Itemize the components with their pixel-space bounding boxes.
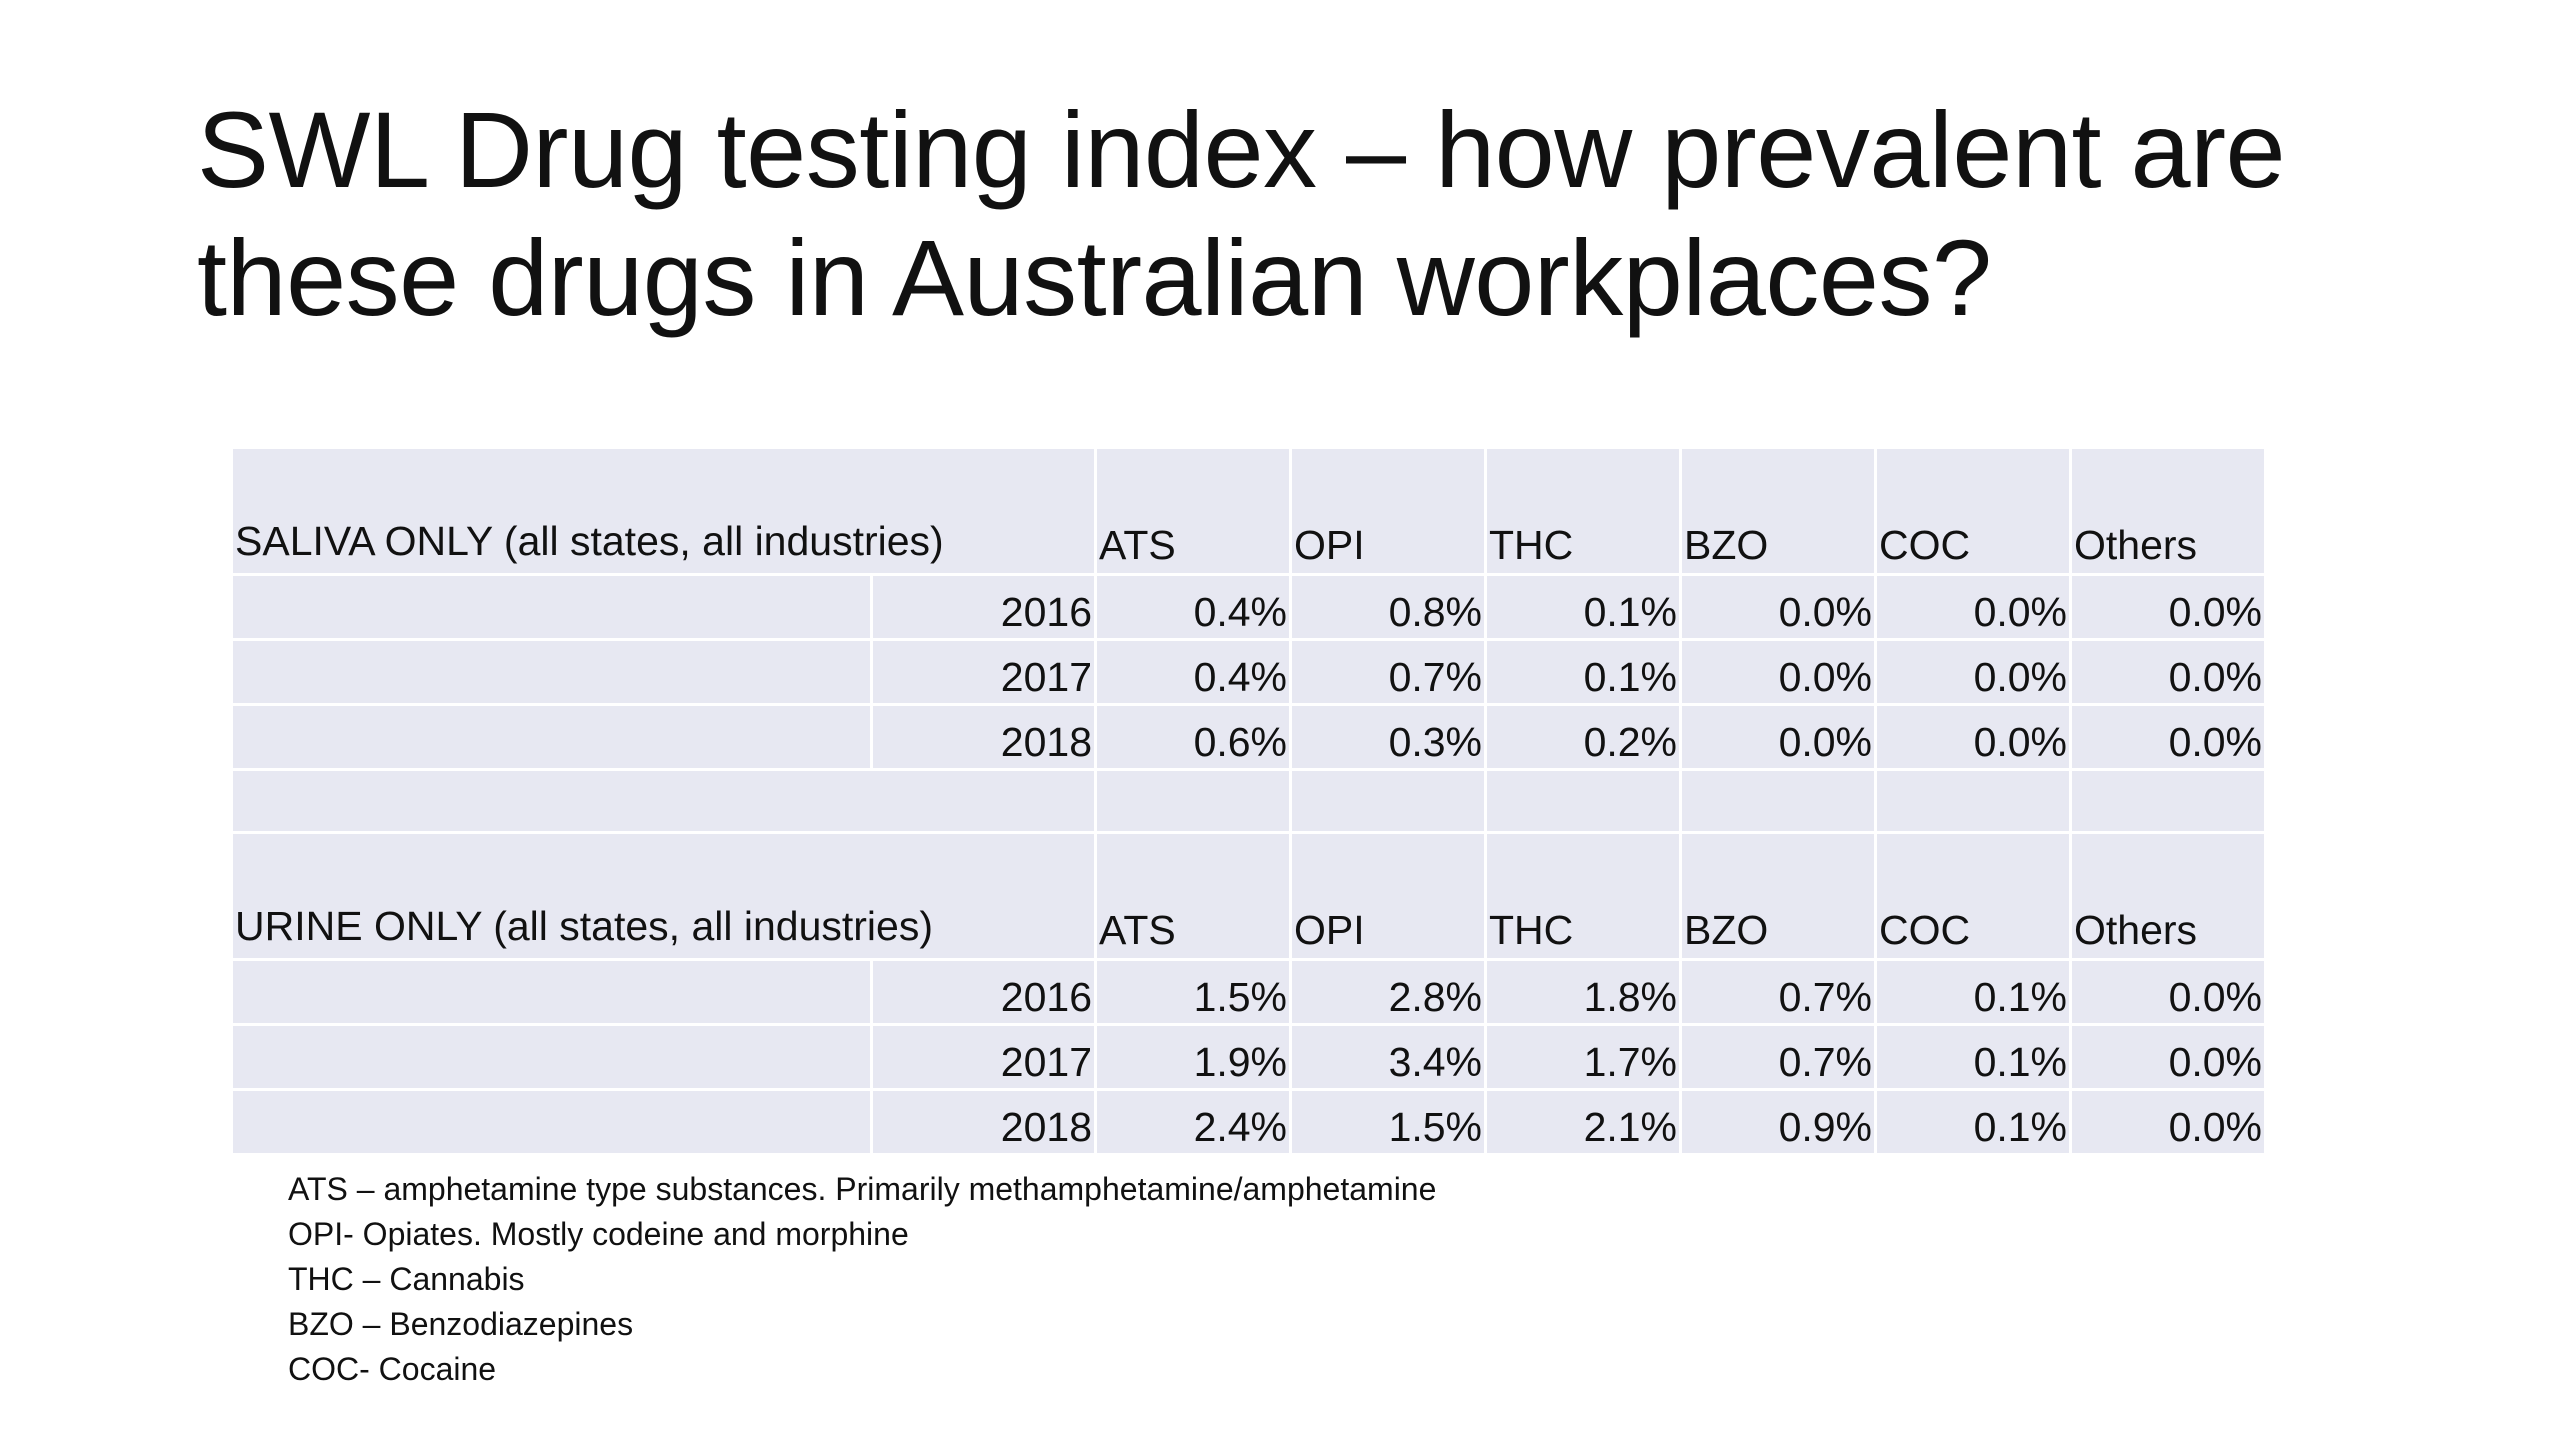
value-cell-thc: 2.1% — [1484, 1088, 1683, 1156]
value-cell-bzo: 0.0% — [1679, 638, 1878, 706]
year-cell: 2018 — [869, 1088, 1098, 1156]
value-cell-opi: 0.3% — [1289, 703, 1488, 771]
empty-cell — [230, 638, 873, 706]
empty-cell — [229, 768, 1098, 834]
urine-row-2016: 2016 1.5% 2.8% 1.8% 0.7% 0.1% 0.0% — [230, 958, 2268, 1026]
value-cell-coc: 0.0% — [1874, 638, 2073, 706]
saliva-row-2018: 2018 0.6% 0.3% 0.2% 0.0% 0.0% 0.0% — [230, 703, 2268, 771]
value-cell-thc: 1.7% — [1484, 1023, 1683, 1091]
value-cell-others: 0.0% — [2069, 573, 2268, 641]
footnote-bzo: BZO – Benzodiazepines — [288, 1306, 634, 1342]
empty-cell — [1289, 768, 1488, 834]
slide-title-line-1: SWL Drug testing index – how prevalent a… — [197, 89, 2286, 210]
urine-col-header-thc: THC — [1484, 831, 1683, 961]
saliva-col-header-coc: COC — [1874, 446, 2073, 576]
year-cell: 2018 — [869, 703, 1098, 771]
value-cell-thc: 0.1% — [1484, 638, 1683, 706]
footnotes: ATS – amphetamine type substances. Prima… — [288, 1167, 1436, 1392]
saliva-col-header-ats: ATS — [1094, 446, 1293, 576]
year-cell: 2017 — [869, 1023, 1098, 1091]
value-cell-bzo: 0.7% — [1679, 1023, 1878, 1091]
urine-col-header-ats: ATS — [1094, 831, 1293, 961]
year-cell: 2016 — [869, 573, 1098, 641]
value-cell-bzo: 0.0% — [1679, 573, 1878, 641]
urine-header-row: URINE ONLY (all states, all industries) … — [229, 831, 2268, 961]
urine-section-label: URINE ONLY (all states, all industries) — [229, 831, 1098, 961]
saliva-col-header-opi: OPI — [1289, 446, 1488, 576]
value-cell-bzo: 0.0% — [1679, 703, 1878, 771]
urine-col-header-coc: COC — [1874, 831, 2073, 961]
value-cell-coc: 0.1% — [1874, 1088, 2073, 1156]
empty-cell — [1484, 768, 1683, 834]
value-cell-coc: 0.0% — [1874, 703, 2073, 771]
empty-cell — [1874, 768, 2073, 834]
footnote-coc: COC- Cocaine — [288, 1351, 497, 1387]
value-cell-opi: 1.5% — [1289, 1088, 1488, 1156]
empty-cell — [230, 573, 873, 641]
year-cell: 2016 — [869, 958, 1098, 1026]
value-cell-opi: 2.8% — [1289, 958, 1488, 1026]
value-cell-ats: 0.4% — [1094, 638, 1293, 706]
slide-title: SWL Drug testing index – how prevalent a… — [197, 86, 2397, 342]
saliva-row-2017: 2017 0.4% 0.7% 0.1% 0.0% 0.0% 0.0% — [230, 638, 2268, 706]
value-cell-opi: 0.7% — [1289, 638, 1488, 706]
empty-cell — [1679, 768, 1878, 834]
empty-cell — [230, 1088, 873, 1156]
spacer-row — [229, 768, 2268, 834]
value-cell-opi: 0.8% — [1289, 573, 1488, 641]
drug-prevalence-table: SALIVA ONLY (all states, all industries)… — [229, 446, 2268, 1156]
value-cell-others: 0.0% — [2069, 1088, 2268, 1156]
saliva-col-header-bzo: BZO — [1679, 446, 1878, 576]
value-cell-thc: 1.8% — [1484, 958, 1683, 1026]
value-cell-ats: 0.6% — [1094, 703, 1293, 771]
value-cell-thc: 0.2% — [1484, 703, 1683, 771]
value-cell-others: 0.0% — [2069, 1023, 2268, 1091]
value-cell-others: 0.0% — [2069, 703, 2268, 771]
value-cell-thc: 0.1% — [1484, 573, 1683, 641]
saliva-section-label: SALIVA ONLY (all states, all industries) — [229, 446, 1098, 576]
slide-title-line-2: these drugs in Australian workplaces? — [197, 217, 1992, 338]
value-cell-coc: 0.1% — [1874, 1023, 2073, 1091]
saliva-col-header-others: Others — [2069, 446, 2268, 576]
saliva-col-header-thc: THC — [1484, 446, 1683, 576]
year-cell: 2017 — [869, 638, 1098, 706]
saliva-header-row: SALIVA ONLY (all states, all industries)… — [229, 446, 2268, 576]
value-cell-coc: 0.0% — [1874, 573, 2073, 641]
urine-col-header-opi: OPI — [1289, 831, 1488, 961]
saliva-row-2016: 2016 0.4% 0.8% 0.1% 0.0% 0.0% 0.0% — [230, 573, 2268, 641]
footnote-opi: OPI- Opiates. Mostly codeine and morphin… — [288, 1216, 909, 1252]
value-cell-ats: 1.9% — [1094, 1023, 1293, 1091]
empty-cell — [230, 958, 873, 1026]
value-cell-ats: 1.5% — [1094, 958, 1293, 1026]
value-cell-others: 0.0% — [2069, 638, 2268, 706]
value-cell-coc: 0.1% — [1874, 958, 2073, 1026]
empty-cell — [230, 703, 873, 771]
value-cell-ats: 0.4% — [1094, 573, 1293, 641]
urine-row-2018: 2018 2.4% 1.5% 2.1% 0.9% 0.1% 0.0% — [230, 1088, 2268, 1156]
footnote-thc: THC – Cannabis — [288, 1261, 525, 1297]
value-cell-bzo: 0.7% — [1679, 958, 1878, 1026]
empty-cell — [230, 1023, 873, 1091]
value-cell-others: 0.0% — [2069, 958, 2268, 1026]
value-cell-ats: 2.4% — [1094, 1088, 1293, 1156]
empty-cell — [2069, 768, 2268, 834]
urine-row-2017: 2017 1.9% 3.4% 1.7% 0.7% 0.1% 0.0% — [230, 1023, 2268, 1091]
urine-col-header-others: Others — [2069, 831, 2268, 961]
value-cell-bzo: 0.9% — [1679, 1088, 1878, 1156]
urine-col-header-bzo: BZO — [1679, 831, 1878, 961]
footnote-ats: ATS – amphetamine type substances. Prima… — [288, 1171, 1437, 1207]
empty-cell — [1094, 768, 1293, 834]
value-cell-opi: 3.4% — [1289, 1023, 1488, 1091]
